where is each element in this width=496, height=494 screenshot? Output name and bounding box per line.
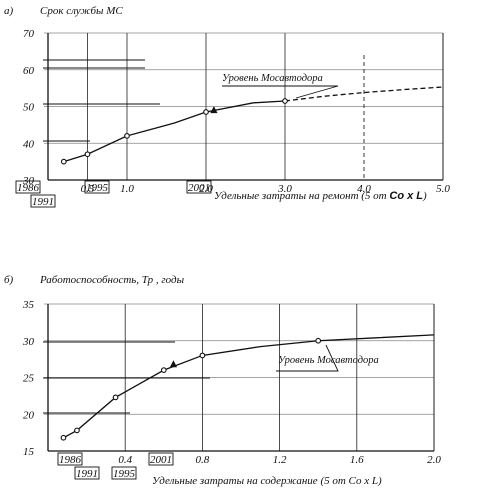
y-tick-label: 60 — [23, 65, 35, 77]
year-label: 2001 — [150, 454, 172, 466]
year-label: 1995 — [86, 182, 109, 194]
x-tick-label: 4.0 — [357, 183, 371, 195]
x-axis-title: Удельные затраты на ремонт (5 от Со х L) — [214, 190, 427, 202]
x-axis-title-suffix: ) — [422, 190, 427, 202]
data-point — [124, 133, 130, 139]
year-label: 1986 — [59, 454, 82, 466]
x-tick-label: 0.5 — [81, 183, 95, 195]
y-tick-label: 15 — [23, 446, 35, 458]
panel-label: а) — [4, 5, 14, 17]
data-point — [315, 337, 322, 344]
year-box — [57, 452, 83, 466]
x-tick-label: 1.6 — [350, 454, 364, 466]
data-point — [203, 109, 209, 115]
series-line-1 — [63, 334, 435, 439]
y-axis-title: Срок службы МС — [40, 5, 123, 17]
year-box — [74, 466, 100, 480]
year-box — [186, 180, 212, 194]
x-tick-label: 0.8 — [196, 454, 210, 466]
data-point — [112, 394, 119, 401]
x-tick-label: 0.4 — [118, 454, 132, 466]
data-point — [199, 352, 206, 359]
y-axis-title: Работоспособность, Тр , годы — [39, 274, 185, 286]
series-line-2 — [284, 86, 444, 102]
data-point — [60, 158, 67, 165]
year-label: 1986 — [17, 182, 40, 194]
x-axis-title-prefix: Удельные затраты на содержание (5 от Со … — [152, 475, 382, 487]
data-point-triangle — [169, 360, 178, 368]
x-tick-label: 3.0 — [277, 183, 292, 195]
x-tick-label: 1.2 — [273, 454, 287, 466]
data-point — [282, 98, 288, 104]
x-axis-title: Удельные затраты на содержание (5 от Со … — [152, 475, 382, 487]
year-box — [148, 452, 174, 466]
x-tick-label: 1.0 — [120, 183, 134, 195]
year-label: 1991 — [76, 468, 98, 480]
year-box — [111, 466, 137, 480]
y-tick-label: 40 — [23, 138, 35, 150]
year-label: 2001 — [188, 182, 210, 194]
y-tick-label: 35 — [22, 299, 35, 311]
chart-panel-2: б) Работоспособность, Тр , годы 15 20 25 30 35… — [4, 274, 441, 487]
data-point — [74, 427, 80, 434]
x-tick-label: 2.0 — [427, 454, 441, 466]
panel-label: б) — [4, 274, 14, 286]
year-box — [84, 180, 110, 194]
data-point-triangle — [210, 106, 218, 114]
x-tick-label: 2.0 — [199, 183, 213, 195]
y-tick-label: 70 — [23, 28, 35, 40]
annotation-label: Уровень Мосавтодора — [222, 73, 323, 84]
annotation-leader — [222, 85, 339, 99]
year-label: 1995 — [113, 468, 136, 480]
x-axis-title-bold: Со х L — [389, 190, 423, 202]
x-axis-title-prefix: Удельные затраты на ремонт (5 от — [214, 190, 389, 202]
annotation-label: Уровень Мосавтодора — [278, 355, 379, 366]
data-point — [160, 367, 167, 374]
year-box — [15, 180, 41, 194]
y-tick-label: 50 — [23, 102, 35, 114]
y-tick-label: 30 — [22, 336, 35, 348]
x-tick-label: 5.0 — [436, 183, 450, 195]
annotation-leader — [276, 344, 339, 372]
year-box — [30, 194, 56, 208]
data-point — [84, 151, 91, 158]
series-line-1 — [63, 100, 286, 163]
y-tick-label: 20 — [23, 409, 35, 421]
year-label: 1991 — [32, 196, 54, 208]
y-tick-label: 25 — [23, 373, 35, 385]
data-point — [60, 434, 67, 441]
